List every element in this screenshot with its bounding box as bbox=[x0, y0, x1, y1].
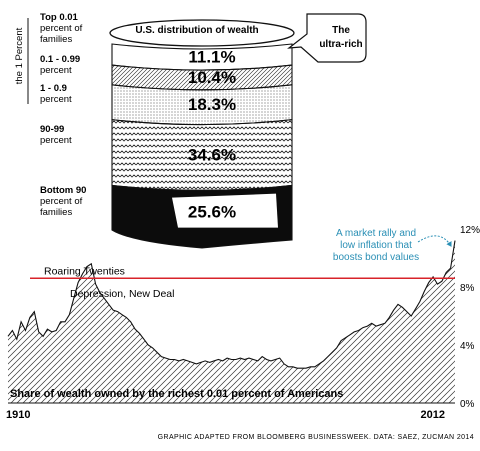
market-rally-annotation: A market rally and low inflation that bo… bbox=[333, 228, 452, 263]
segment-label-5-line-3: families bbox=[40, 207, 72, 218]
callout-line-2: ultra-rich bbox=[319, 39, 362, 50]
x-tick-label-2012: 2012 bbox=[421, 409, 445, 421]
rally-line-1: A market rally and bbox=[336, 228, 416, 239]
segment-label-5-line-2: percent of bbox=[40, 196, 83, 207]
bucket-segments bbox=[109, 19, 295, 249]
wealth-share-area bbox=[8, 240, 455, 403]
callout-line-1: The bbox=[332, 25, 350, 36]
share-of-wealth-area-chart: Roaring Twenties Depression, New Deal A … bbox=[6, 225, 480, 421]
depression-annotation: Depression, New Deal bbox=[70, 288, 174, 300]
x-axis-labels: 1910 2012 bbox=[6, 409, 445, 421]
y-tick-label-0: 0% bbox=[460, 399, 475, 410]
segment-label-4-line-2: percent bbox=[40, 135, 72, 146]
y-tick-label-4: 4% bbox=[460, 341, 475, 352]
segment-value-5: 25.6% bbox=[188, 203, 236, 222]
segment-label-2-line-2: percent bbox=[40, 65, 72, 76]
rally-line-3: boosts bond values bbox=[333, 252, 419, 263]
segment-value-plate bbox=[172, 193, 278, 228]
one-percent-side-label: the 1 Percent bbox=[14, 27, 25, 84]
segment-label-1-line-3: families bbox=[40, 34, 72, 45]
wealth-distribution-column: U.S. distribution of wealth the 1 Percen… bbox=[14, 12, 367, 249]
distribution-title: U.S. distribution of wealth bbox=[135, 25, 258, 36]
rally-line-2: low inflation that bbox=[340, 240, 412, 251]
wealth-share-line bbox=[7, 240, 456, 369]
segment-values: 11.1%10.4% 18.3% 34.6% 25.6% bbox=[188, 48, 236, 222]
segment-label-1-line-1: Top 0.01 bbox=[40, 12, 79, 23]
y-tick-label-8: 8% bbox=[460, 283, 475, 294]
segment-value-2: 10.4% bbox=[188, 68, 236, 87]
callout-bubble bbox=[287, 13, 367, 63]
segment-label-4-line-1: 90-99 bbox=[40, 124, 64, 135]
segment-label-2-line-1: 0.1 - 0.99 bbox=[40, 54, 80, 65]
x-tick-label-1910: 1910 bbox=[6, 409, 30, 421]
segment-value-3: 18.3% bbox=[188, 95, 236, 114]
y-axis-labels: 0% 4% 8% 12% bbox=[460, 225, 480, 410]
y-tick-label-12: 12% bbox=[460, 225, 480, 236]
segment-label-5-line-1: Bottom 90 bbox=[40, 185, 86, 196]
segment-label-3-line-1: 1 - 0.9 bbox=[40, 83, 67, 94]
bucket-rim bbox=[109, 19, 295, 47]
roaring-twenties-label: Roaring Twenties bbox=[44, 265, 125, 277]
segment-label-3-line-2: percent bbox=[40, 94, 72, 105]
segment-value-1: 11.1% bbox=[188, 48, 235, 67]
segment-label-1-line-2: percent of bbox=[40, 23, 83, 34]
ultra-rich-callout: The ultra-rich bbox=[287, 13, 367, 63]
segment-value-4: 34.6% bbox=[188, 145, 236, 164]
rally-arrow bbox=[417, 235, 452, 247]
source-credit: GRAPHIC ADAPTED FROM BLOOMBERG BUSINESSW… bbox=[158, 434, 474, 441]
area-chart-title: Share of wealth owned by the richest 0.0… bbox=[10, 388, 343, 400]
